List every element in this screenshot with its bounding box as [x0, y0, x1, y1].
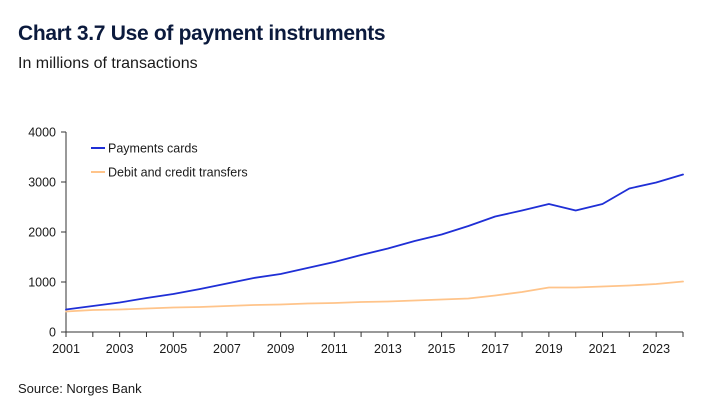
- x-tick-label: 2021: [589, 342, 617, 356]
- x-axis: 2001 2003 2005 2007 2009 2011 2013 2015 2017 2019…: [52, 332, 684, 356]
- legend: Payments cards Debit and credit transfers: [91, 142, 248, 180]
- y-tick-label: 1000: [28, 276, 56, 290]
- y-tick-label: 3000: [28, 176, 56, 190]
- y-tick-label: 4000: [28, 126, 56, 140]
- source-note: Source: Norges Bank: [18, 381, 142, 396]
- y-tick-label: 2000: [28, 226, 56, 240]
- x-tick-label: 2005: [159, 342, 187, 356]
- legend-label: Debit and credit transfers: [108, 166, 248, 180]
- x-tick-label: 2013: [374, 342, 402, 356]
- legend-label: Payments cards: [108, 142, 198, 156]
- chart-title: Chart 3.7 Use of payment instruments: [18, 22, 386, 45]
- y-axis: 0 1000 2000 3000 4000: [28, 126, 66, 340]
- x-tick-label: 2009: [267, 342, 295, 356]
- x-tick-label: 2017: [481, 342, 509, 356]
- x-tick-label: 2011: [321, 342, 348, 356]
- series-line-0: [65, 173, 684, 311]
- series-line-1: [65, 280, 684, 313]
- x-tick-label: 2003: [106, 342, 134, 356]
- x-tick-label: 2001: [52, 342, 80, 356]
- chart-subtitle: In millions of transactions: [18, 55, 198, 72]
- y-tick-label: 0: [49, 326, 56, 340]
- x-tick-label: 2023: [642, 342, 670, 356]
- axis-lines: [65, 132, 683, 333]
- x-tick-label: 2015: [428, 342, 456, 356]
- x-tick-label: 2019: [535, 342, 563, 356]
- x-tick-label: 2007: [213, 342, 241, 356]
- series-lines: [65, 173, 684, 313]
